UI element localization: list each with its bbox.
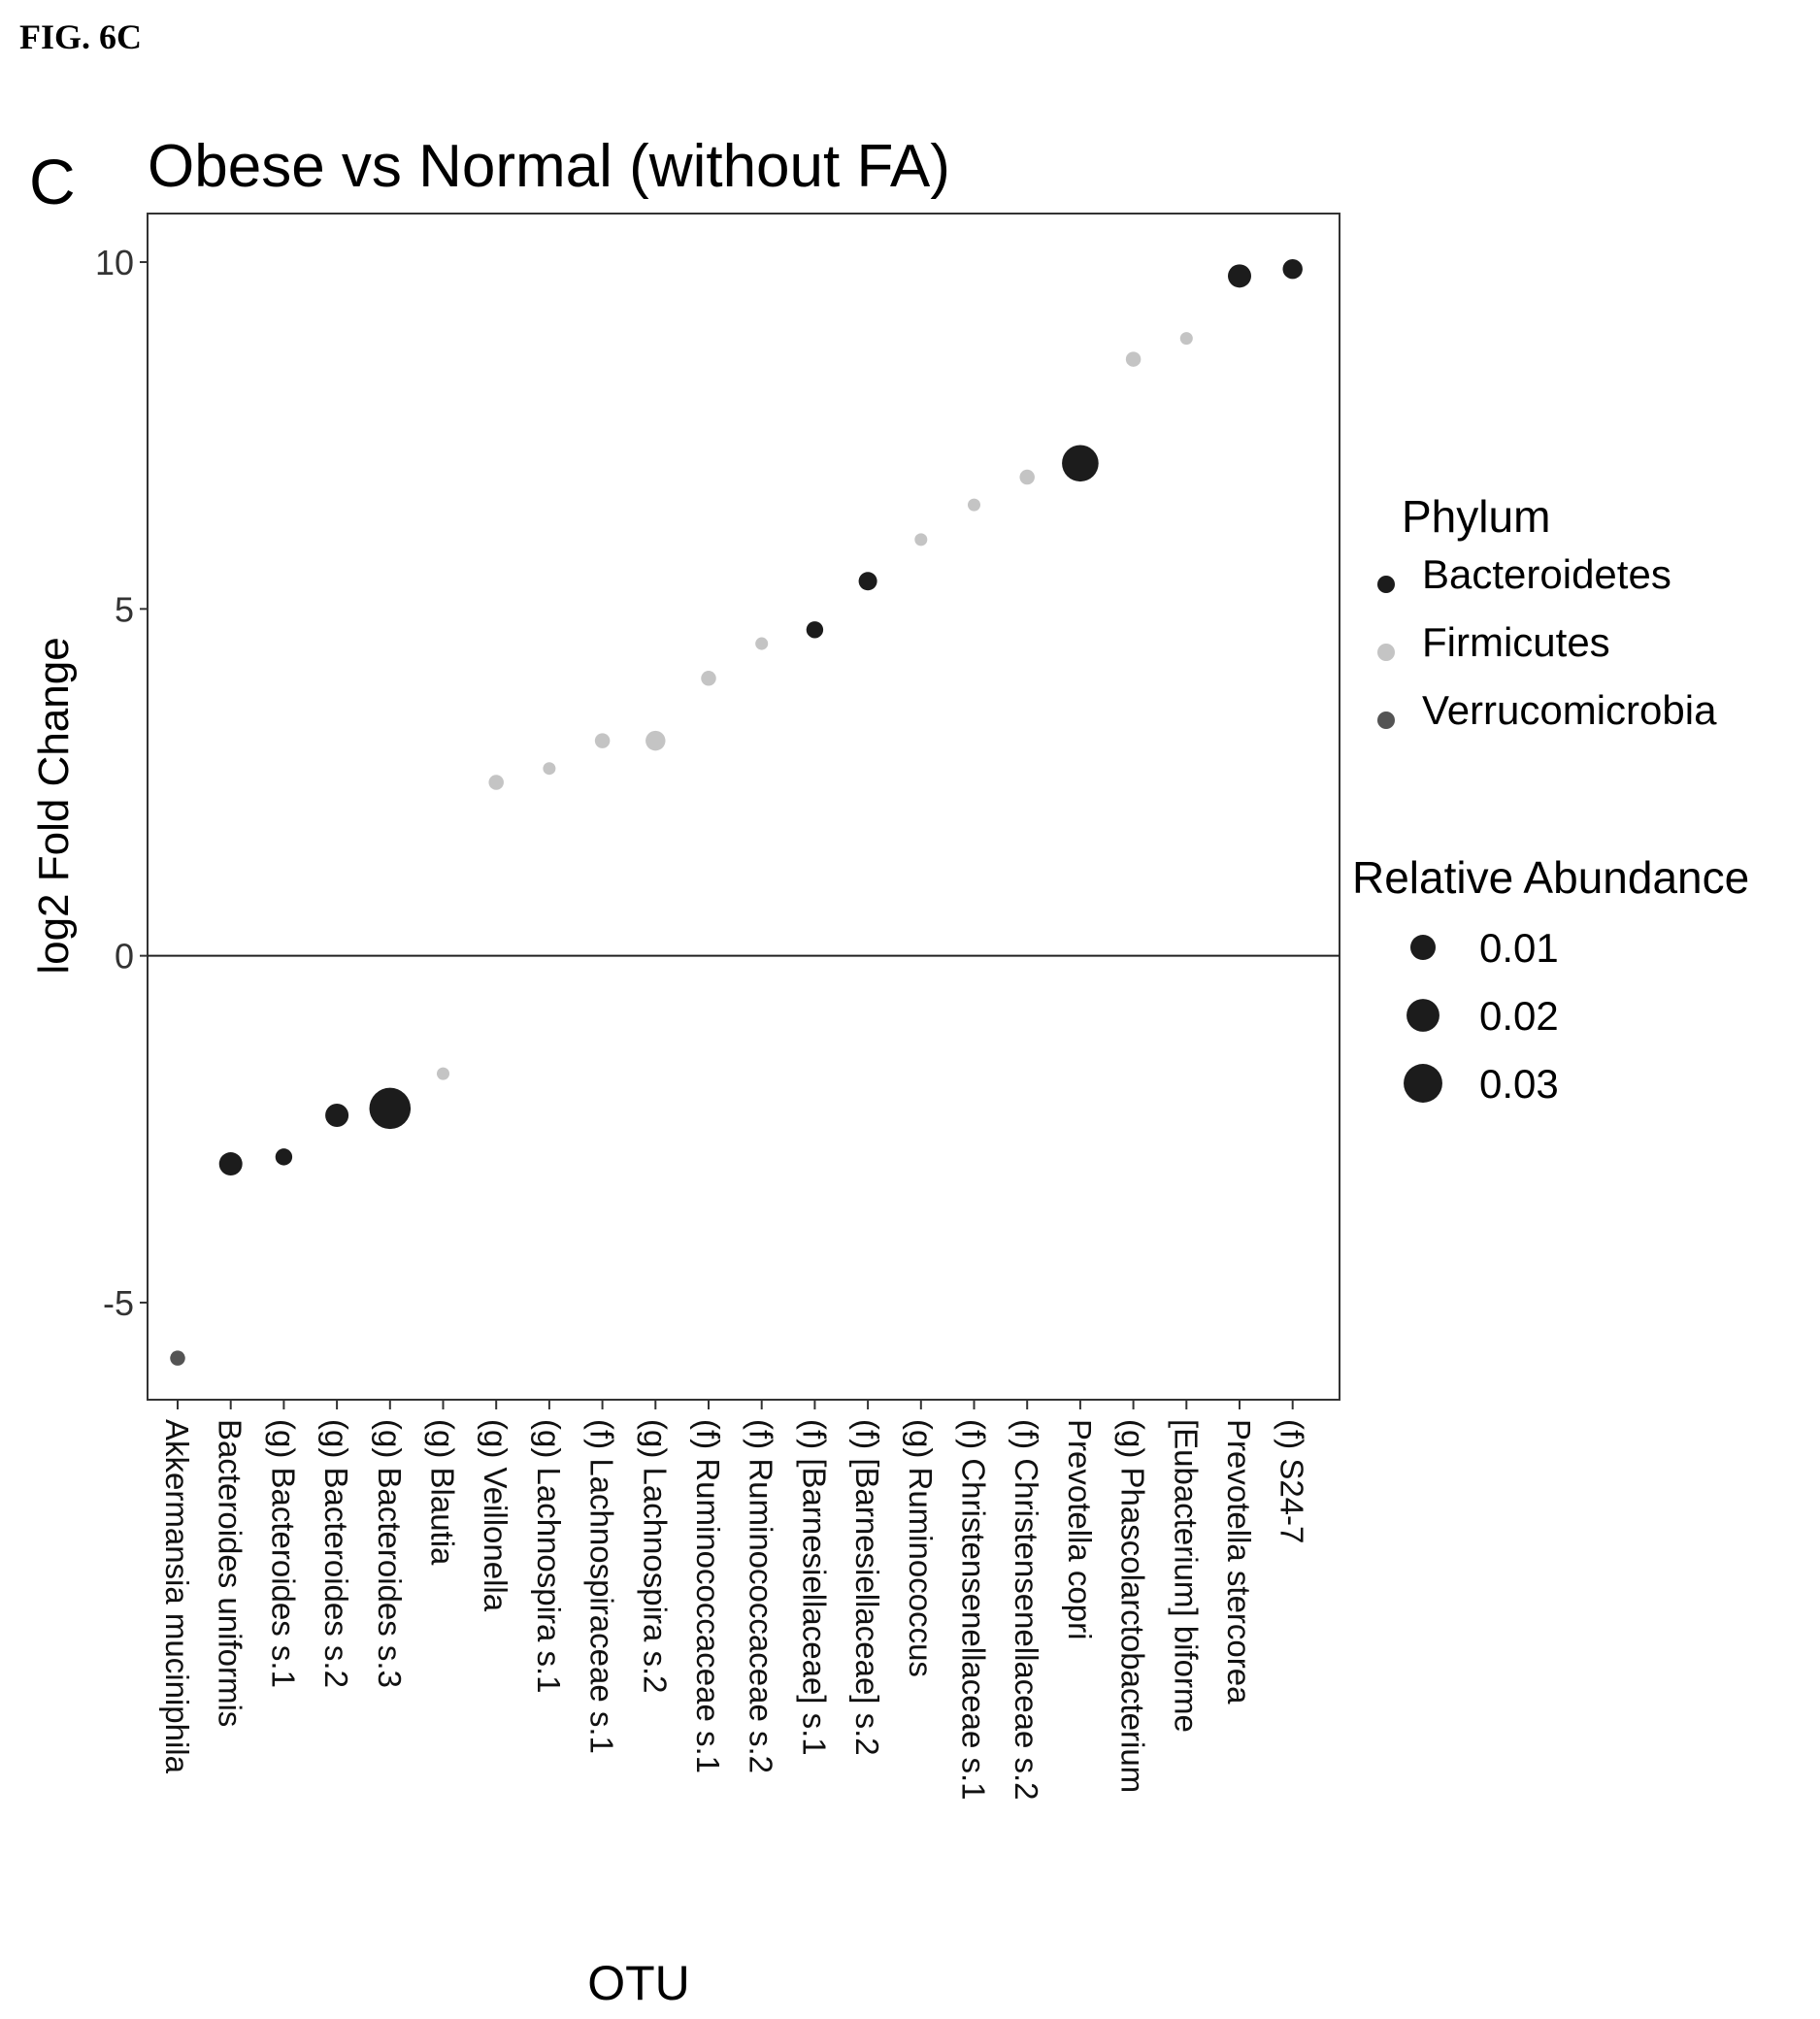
- data-point: [1228, 264, 1251, 288]
- x-tick-label: (g) Bacteroides s.1: [265, 1419, 301, 1688]
- panel-letter: C: [29, 146, 76, 217]
- x-tick-label: [Eubacterium] biforme: [1168, 1419, 1204, 1733]
- data-point: [701, 671, 716, 686]
- x-tick-label: (g) Ruminococcus: [903, 1419, 939, 1677]
- phylum-legend-label: Firmicutes: [1422, 619, 1610, 665]
- data-point: [218, 1152, 243, 1176]
- data-point: [325, 1104, 349, 1128]
- x-tick-label: (g) Veillonella: [478, 1419, 513, 1612]
- x-tick-label: (g) Bacteroides s.2: [318, 1419, 354, 1688]
- x-tick-label: (f) Ruminococcaceae s.2: [744, 1419, 779, 1773]
- x-axis: Akkermansia muciniphila Bacteroides unifo…: [159, 1400, 1310, 1801]
- data-point: [594, 733, 611, 748]
- abundance-legend: Relative Abundance 0.01 0.02 0.03: [1352, 852, 1749, 1107]
- x-tick-label: (f) Lachnospiraceae s.1: [584, 1419, 620, 1754]
- abundance-legend-title: Relative Abundance: [1352, 852, 1749, 903]
- x-tick-label: (f) Christensenellaceae s.2: [1009, 1419, 1044, 1801]
- phylum-legend-key: [1377, 576, 1395, 593]
- phylum-legend: Phylum Bacteroidetes Firmicutes Verrucomic…: [1377, 491, 1717, 733]
- data-point: [275, 1148, 293, 1166]
- x-tick-label: (g) Lachnospira s.1: [531, 1419, 567, 1693]
- y-tick-label: -5: [103, 1283, 134, 1323]
- abundance-legend-key: [1406, 999, 1439, 1032]
- y-axis-label: log2 Fold Change: [30, 637, 78, 974]
- plot-panel: [147, 213, 1340, 1401]
- data-points: [170, 258, 1303, 1366]
- data-point: [645, 730, 666, 751]
- x-tick-label: (g) Lachnospira s.2: [637, 1419, 673, 1693]
- data-point: [1282, 258, 1303, 280]
- abundance-legend-key: [1410, 935, 1436, 960]
- data-point: [543, 762, 556, 776]
- y-tick-label: 10: [95, 243, 134, 282]
- abundance-legend-label: 0.02: [1479, 993, 1559, 1039]
- x-tick-label: (g) Bacteroides s.3: [372, 1419, 408, 1688]
- chart-title: Obese vs Normal (without FA): [148, 133, 950, 200]
- abundance-legend-key: [1404, 1064, 1442, 1103]
- data-point: [1125, 351, 1142, 367]
- x-axis-label: OTU: [587, 1956, 690, 2010]
- data-point: [488, 775, 504, 790]
- data-point: [369, 1087, 412, 1130]
- y-tick-label: 5: [115, 589, 134, 629]
- data-point: [755, 637, 769, 650]
- data-point: [170, 1350, 185, 1366]
- x-tick-label: (f) S24-7: [1274, 1419, 1310, 1543]
- x-tick-label: (g) Blautia: [425, 1419, 461, 1566]
- y-tick-label: 0: [115, 937, 134, 976]
- x-tick-label: (f) [Barnesiellaceae] s.1: [796, 1419, 832, 1756]
- x-tick-label: (f) Christensenellaceae s.1: [956, 1419, 992, 1801]
- data-point: [967, 498, 981, 512]
- abundance-legend-label: 0.03: [1479, 1061, 1559, 1107]
- x-tick-label: Prevotella copri: [1062, 1419, 1098, 1639]
- x-tick-label: Prevotella stercorea: [1221, 1419, 1257, 1705]
- phylum-legend-label: Bacteroidetes: [1422, 551, 1671, 597]
- x-tick-label: Bacteroides uniformis: [213, 1419, 248, 1727]
- x-tick-label: (g) Phascolarctobacterium: [1115, 1419, 1151, 1793]
- phylum-legend-key: [1377, 712, 1395, 729]
- figure-label: FIG. 6C: [19, 17, 142, 56]
- x-tick-label: Akkermansia muciniphila: [159, 1419, 195, 1774]
- data-point: [1062, 445, 1099, 482]
- abundance-legend-label: 0.01: [1479, 925, 1559, 971]
- y-axis: 10 5 0 -5: [95, 243, 148, 1323]
- data-point: [1179, 332, 1193, 346]
- data-point: [914, 533, 928, 546]
- phylum-legend-label: Verrucomicrobia: [1422, 687, 1717, 733]
- x-tick-label: (f) [Barnesiellaceae] s.2: [849, 1419, 885, 1756]
- data-point: [858, 572, 877, 591]
- data-point: [806, 621, 824, 639]
- data-point: [1019, 469, 1035, 485]
- x-tick-label: (f) Ruminococcaceae s.1: [690, 1419, 726, 1773]
- phylum-legend-title: Phylum: [1402, 491, 1550, 542]
- phylum-legend-key: [1377, 644, 1395, 661]
- data-point: [436, 1067, 450, 1080]
